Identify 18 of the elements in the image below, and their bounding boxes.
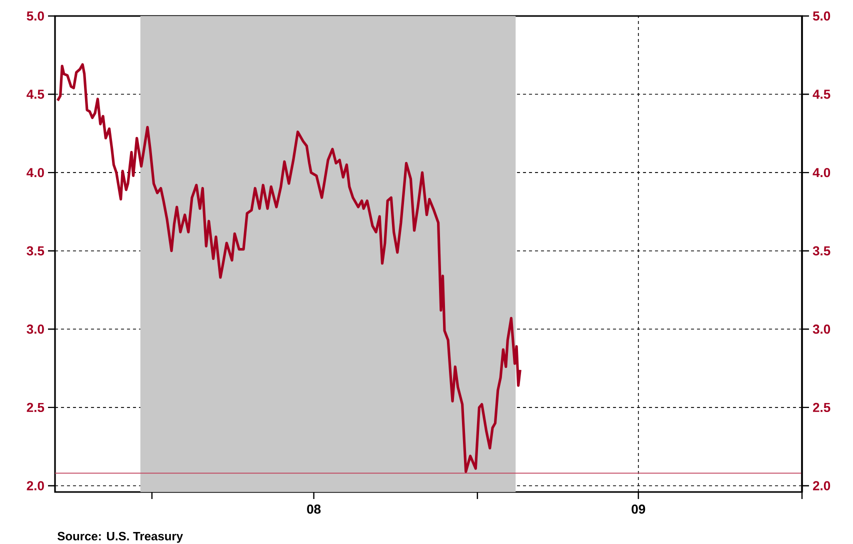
y2-tick-label: 3.5 bbox=[812, 246, 830, 256]
y-tick-label: 3.0 bbox=[26, 324, 44, 334]
y-tick-label: 4.0 bbox=[26, 168, 44, 178]
y2-tick-label: 4.5 bbox=[812, 90, 830, 99]
x-tick-label: 08 bbox=[307, 504, 321, 514]
line-series bbox=[56, 63, 522, 473]
y2-tick-label: 2.5 bbox=[812, 402, 830, 412]
y-tick-label: 3.5 bbox=[26, 246, 44, 256]
y-tick-label: 2.5 bbox=[26, 402, 44, 412]
source-note: Source: U.S. Treasury bbox=[58, 532, 183, 543]
y-tick-label: 4.5 bbox=[26, 90, 44, 99]
y2-tick-label: 3.0 bbox=[812, 324, 830, 334]
y-tick-label: 2.0 bbox=[26, 481, 44, 490]
y2-tick-label: 5.0 bbox=[812, 11, 830, 21]
y2-tick-label: 4.0 bbox=[812, 168, 830, 178]
y2-tick-label: 2.0 bbox=[812, 481, 830, 490]
x-tick-label: 09 bbox=[632, 504, 646, 514]
y-tick-label: 5.0 bbox=[26, 11, 44, 21]
